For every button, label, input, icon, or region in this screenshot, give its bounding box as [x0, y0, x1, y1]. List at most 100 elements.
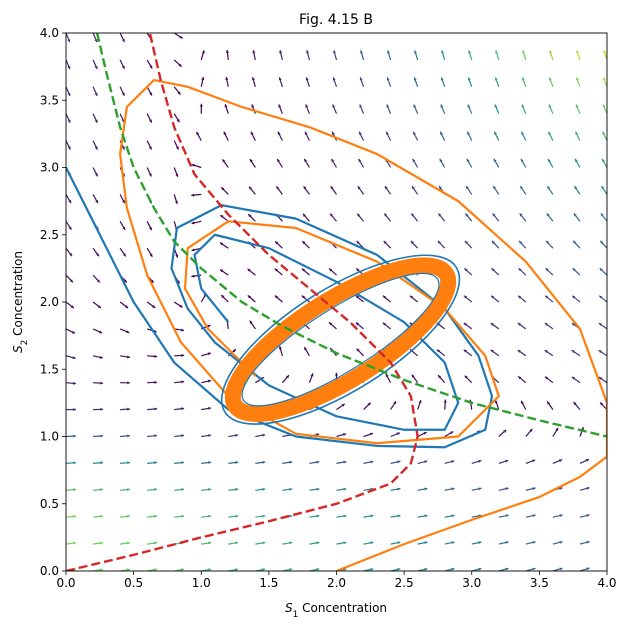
field-arrow: [440, 104, 446, 114]
field-arrow: [525, 540, 536, 545]
field-arrow: [120, 461, 131, 465]
field-arrow: [441, 50, 446, 61]
field-arrow: [410, 213, 419, 222]
field-arrow: [119, 247, 127, 257]
field-arrow: [201, 514, 212, 518]
field-arrow: [93, 461, 104, 465]
field-arrow: [255, 514, 266, 518]
field-arrow: [606, 33, 607, 34]
field-arrow: [201, 461, 212, 465]
field-arrow: [92, 488, 104, 492]
field-arrow: [309, 487, 320, 491]
field-arrow: [493, 131, 500, 141]
field-arrow: [119, 86, 125, 97]
field-arrow: [572, 267, 581, 276]
field-arrow: [444, 33, 445, 34]
field-arrow: [552, 459, 563, 464]
field-arrow: [303, 346, 310, 357]
field-arrow: [599, 267, 607, 276]
field-arrow: [282, 487, 293, 491]
field-arrow: [518, 240, 527, 249]
field-arrow: [147, 434, 158, 438]
field-arrow: [412, 131, 419, 141]
field-arrow: [573, 185, 581, 195]
field-arrow: [443, 399, 447, 410]
field-arrow: [544, 376, 554, 384]
field-arrow: [147, 514, 158, 518]
field-arrow: [471, 487, 482, 491]
field-arrow: [336, 403, 346, 411]
field-arrow: [92, 328, 103, 334]
x-axis-label: S1 Concentration: [285, 601, 387, 620]
field-arrow: [490, 349, 500, 357]
field-arrow: [410, 240, 419, 249]
limit-cycle-outer-edge: [220, 254, 461, 425]
field-arrow: [147, 354, 158, 358]
field-arrow: [219, 242, 229, 249]
field-arrow: [520, 158, 527, 168]
field-arrow: [417, 431, 427, 438]
field-arrow: [517, 295, 527, 303]
y-axis-ticks: 0.0 0.5 1.0 1.5 2.0 2.5 3.0 3.5 4.0: [40, 26, 66, 578]
field-arrow: [498, 514, 509, 518]
field-arrow: [66, 220, 72, 231]
field-arrow: [363, 402, 372, 411]
field-arrow: [336, 433, 347, 438]
field-arrow: [491, 267, 500, 276]
field-arrow: [174, 514, 185, 518]
field-arrow: [336, 460, 347, 464]
field-arrow: [498, 33, 499, 34]
field-arrow: [247, 213, 256, 222]
x-tick-label: 3.0: [462, 576, 481, 590]
field-arrow: [201, 541, 212, 545]
field-arrow: [437, 374, 446, 384]
field-arrow: [276, 158, 283, 168]
field-arrow: [146, 301, 156, 309]
field-arrow: [220, 294, 229, 303]
field-arrow: [390, 541, 401, 545]
field-arrow: [465, 185, 473, 195]
field-arrow: [417, 487, 428, 491]
x-tick-label: 1.0: [192, 576, 211, 590]
field-arrow: [600, 185, 607, 195]
field-arrow: [606, 516, 607, 518]
field-arrow: [66, 408, 77, 412]
field-arrow: [66, 514, 77, 518]
field-arrow: [66, 328, 76, 334]
field-arrow: [383, 240, 392, 249]
field-arrow: [547, 131, 554, 141]
field-arrow: [545, 267, 554, 276]
field-arrow: [552, 540, 563, 545]
field-arrow: [120, 514, 131, 518]
field-arrow: [147, 461, 158, 465]
field-arrow: [571, 349, 581, 357]
field-arrow: [92, 167, 99, 177]
field-arrow: [601, 158, 607, 168]
field-arrow: [173, 167, 179, 178]
field-arrow: [254, 33, 256, 34]
field-arrow: [278, 77, 283, 87]
field-arrow: [444, 487, 455, 491]
trajectories: [66, 78, 607, 571]
field-arrow: [66, 86, 71, 97]
field-arrow: [386, 77, 392, 87]
field-arrow: [413, 77, 419, 88]
field-arrow: [249, 158, 256, 168]
field-arrow: [363, 541, 374, 545]
field-arrow: [603, 50, 607, 61]
field-arrow: [466, 131, 473, 141]
field-arrow: [336, 541, 347, 545]
field-arrow: [546, 185, 554, 195]
field-arrow: [575, 77, 581, 88]
field-arrow: [251, 77, 256, 87]
field-arrow: [411, 374, 419, 384]
field-arrow: [383, 213, 392, 222]
field-arrow: [303, 185, 310, 195]
field-arrow: [519, 213, 527, 222]
field-arrow: [66, 381, 77, 385]
field-arrow: [200, 50, 205, 61]
field-arrow: [201, 33, 202, 34]
field-arrow: [120, 381, 131, 385]
field-arrow: [220, 214, 229, 222]
field-arrow: [191, 193, 202, 197]
